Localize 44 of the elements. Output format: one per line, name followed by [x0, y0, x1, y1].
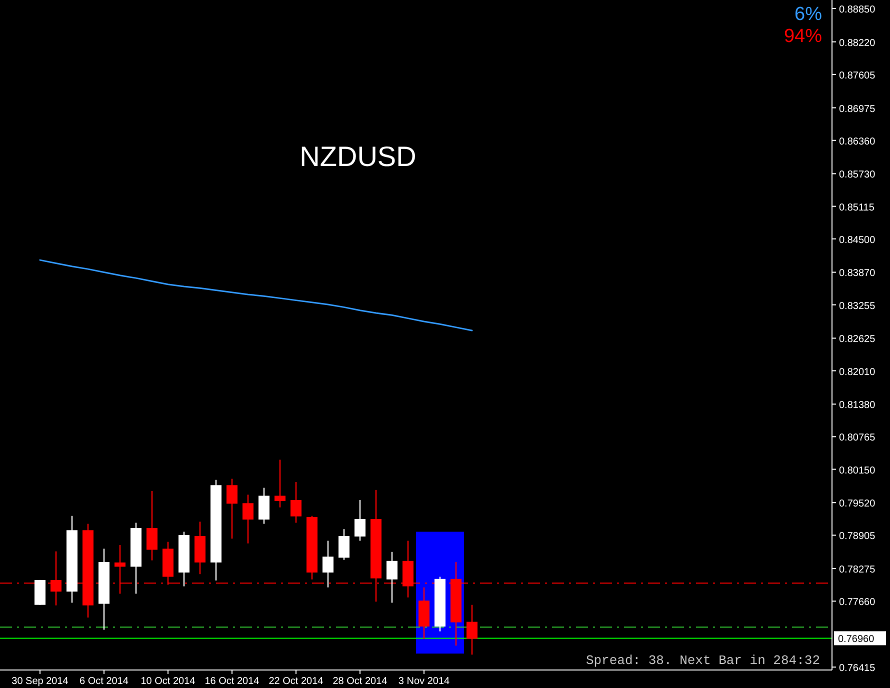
y-tick-label: 0.84500 [839, 234, 876, 246]
y-tick-label: 0.88850 [839, 4, 876, 16]
candlestick [466, 604, 478, 656]
y-tick-label: 0.86975 [839, 104, 876, 115]
y-tick-label: 0.80150 [839, 465, 876, 476]
text: NZDUSD [300, 141, 416, 172]
y-tick-label: 0.87605 [839, 70, 876, 82]
x-tick-label: 10 Oct 2014 [140, 676, 196, 687]
candlestick [322, 540, 334, 588]
y-tick-label: 0.83255 [839, 300, 876, 312]
x-tick-label: 30 Sep 2014 [12, 676, 69, 687]
y-tick-label: 0.81380 [839, 400, 876, 412]
candlestick [242, 494, 254, 544]
text: 6% [794, 4, 822, 25]
line-series [39, 259, 473, 332]
y-tick-label: 0.78905 [839, 531, 876, 542]
x-tick-label: 28 Oct 2014 [332, 676, 388, 687]
candlestick [146, 490, 158, 561]
y-tick-label: 0.86360 [839, 136, 876, 148]
y-tick-label: 0.83870 [839, 268, 876, 280]
candlestick [226, 478, 238, 540]
x-tick-label: 16 Oct 2014 [204, 676, 260, 687]
y-tick-label: 0.79520 [839, 498, 876, 510]
text: Spread: 38. Next Bar in 284:32 [586, 653, 820, 668]
ref-line-label: 0.76960 [838, 634, 875, 646]
y-tick-label: 0.82625 [839, 334, 876, 346]
candlestick [258, 487, 270, 524]
y-tick-label: 0.85730 [839, 170, 876, 181]
x-tick-label: 3 Nov 2014 [398, 676, 450, 687]
candlestick [354, 499, 366, 542]
x-tick-label: 6 Oct 2014 [80, 676, 129, 687]
y-tick-label: 0.88220 [839, 38, 876, 49]
candlestick [338, 528, 350, 560]
text: 94% [784, 26, 822, 47]
y-tick-label: 0.78275 [839, 564, 876, 576]
candlestick [290, 481, 302, 524]
candlestick [386, 551, 398, 604]
y-tick-label: 0.80765 [839, 432, 876, 444]
y-tick-label: 0.85115 [839, 202, 875, 214]
y-tick-label: 0.82010 [839, 366, 876, 378]
y-tick-label: 0.77660 [839, 597, 876, 608]
y-tick-label: 0.76415 [839, 663, 876, 674]
x-tick-label: 22 Oct 2014 [268, 676, 324, 687]
candlestick [274, 459, 286, 508]
